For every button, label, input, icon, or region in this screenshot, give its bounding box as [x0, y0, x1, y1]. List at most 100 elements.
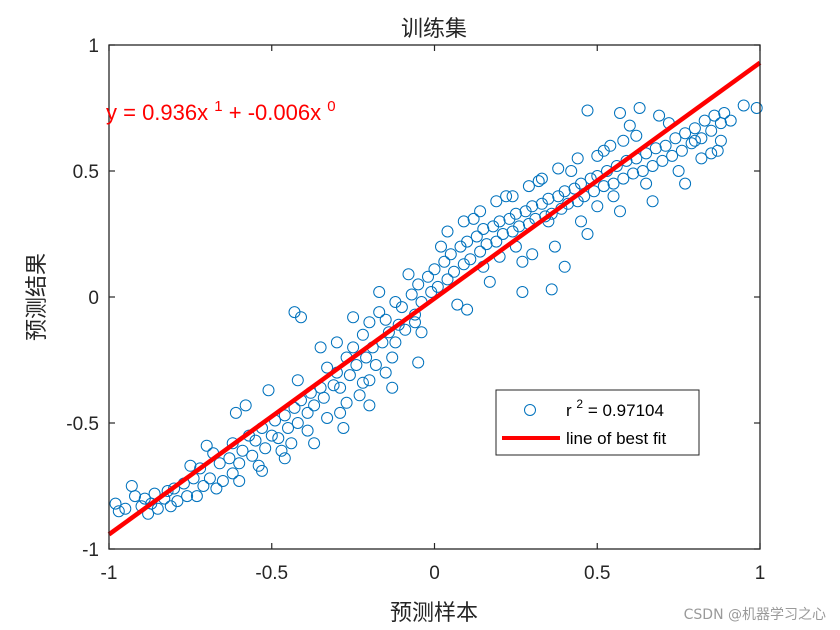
data-point — [575, 177, 587, 190]
data-point — [129, 490, 141, 503]
data-point — [360, 351, 373, 364]
x-tick-label: -1 — [101, 563, 118, 584]
data-point — [571, 152, 584, 165]
data-point — [200, 439, 213, 452]
data-point — [226, 467, 239, 480]
data-point — [737, 99, 750, 112]
y-tick-label: 0.5 — [73, 162, 99, 183]
data-point — [581, 104, 594, 117]
data-point — [591, 149, 604, 162]
data-point — [646, 160, 659, 172]
equation-exp2: 0 — [327, 98, 335, 115]
data-point — [695, 152, 708, 165]
data-point — [112, 505, 125, 518]
data-point — [431, 280, 444, 293]
data-point — [457, 215, 470, 228]
data-point — [575, 215, 587, 228]
y-tick-label: -0.5 — [66, 414, 99, 435]
data-point — [438, 255, 451, 268]
data-point — [161, 485, 174, 497]
data-point — [526, 200, 539, 213]
data-point — [685, 137, 698, 150]
data-point — [164, 500, 177, 513]
data-point — [285, 437, 298, 450]
fit-equation: y = 0.936x 1 + -0.006x 0 — [106, 91, 336, 125]
data-point — [750, 102, 763, 114]
watermark: CSDN @机器学习之心 — [683, 607, 826, 623]
data-point — [327, 379, 340, 392]
data-point — [379, 366, 392, 379]
data-point — [213, 457, 226, 470]
data-point — [467, 212, 480, 225]
data-point — [552, 162, 565, 175]
y-tick-label: -1 — [82, 540, 99, 561]
data-point — [109, 497, 122, 510]
data-point — [435, 240, 447, 253]
data-point — [256, 464, 268, 477]
data-point — [330, 336, 343, 349]
data-point — [477, 223, 490, 235]
data-point — [343, 369, 356, 382]
data-point — [646, 195, 659, 208]
data-point — [493, 215, 506, 228]
data-point — [444, 248, 457, 261]
data-point — [301, 406, 314, 419]
data-point — [714, 117, 727, 130]
data-point — [688, 134, 701, 147]
data-point — [548, 240, 561, 253]
data-point — [448, 265, 460, 278]
data-point — [649, 142, 662, 155]
data-point — [382, 326, 395, 339]
data-point — [630, 129, 643, 142]
data-point — [184, 459, 197, 472]
data-point — [461, 303, 474, 316]
data-point — [373, 286, 386, 298]
data-point — [412, 278, 425, 291]
equation-exp1: 1 — [214, 98, 222, 115]
y-tick-label: 0 — [88, 288, 99, 309]
data-point — [659, 139, 672, 152]
data-point — [412, 356, 425, 369]
data-point — [545, 207, 558, 220]
data-point — [496, 228, 509, 240]
data-point — [216, 475, 229, 487]
data-point — [474, 205, 487, 218]
data-point — [711, 144, 724, 157]
best-fit-line — [107, 60, 762, 537]
data-point — [314, 341, 327, 354]
data-point — [522, 180, 535, 193]
data-point — [356, 328, 369, 341]
data-point — [272, 432, 285, 445]
data-point — [708, 109, 721, 122]
data-point — [669, 132, 682, 145]
data-point — [210, 482, 223, 495]
data-point — [379, 313, 392, 326]
data-point — [679, 127, 692, 140]
data-point — [373, 306, 386, 319]
data-point — [506, 190, 519, 203]
data-point — [203, 472, 216, 485]
x-tick-label: 1 — [755, 563, 766, 584]
data-point — [591, 200, 604, 213]
data-point — [617, 134, 630, 147]
data-point — [308, 437, 321, 450]
data-point — [509, 207, 522, 220]
legend-r2-prefix: r — [566, 401, 572, 420]
data-point — [545, 283, 558, 296]
data-point — [516, 255, 529, 268]
data-point — [321, 361, 334, 374]
data-point — [441, 273, 454, 286]
data-point — [597, 180, 610, 193]
data-point — [679, 177, 692, 190]
data-point — [565, 165, 578, 177]
data-point — [265, 429, 278, 442]
data-point — [405, 288, 418, 301]
data-point — [246, 449, 259, 462]
data-point — [640, 177, 653, 190]
data-point — [334, 406, 347, 419]
data-point — [535, 172, 548, 185]
data-point — [233, 457, 246, 470]
data-point — [233, 475, 246, 487]
fit-layer — [107, 60, 762, 537]
